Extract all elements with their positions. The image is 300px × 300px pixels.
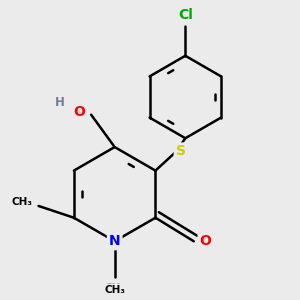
Text: N: N bbox=[109, 234, 121, 248]
Text: O: O bbox=[200, 234, 211, 248]
Text: O: O bbox=[74, 105, 85, 119]
Text: N: N bbox=[109, 234, 121, 248]
Text: O: O bbox=[200, 234, 211, 248]
Text: CH₃: CH₃ bbox=[12, 196, 33, 206]
Text: CH₃: CH₃ bbox=[104, 284, 125, 293]
Text: S: S bbox=[176, 145, 186, 158]
Text: S: S bbox=[176, 145, 186, 158]
Text: H: H bbox=[57, 98, 67, 111]
Text: H: H bbox=[55, 96, 65, 110]
Text: CH₃: CH₃ bbox=[104, 285, 125, 295]
Text: Cl: Cl bbox=[178, 8, 193, 22]
Text: CH₃: CH₃ bbox=[12, 195, 33, 205]
Text: Cl: Cl bbox=[178, 8, 193, 22]
Text: O: O bbox=[74, 105, 85, 119]
